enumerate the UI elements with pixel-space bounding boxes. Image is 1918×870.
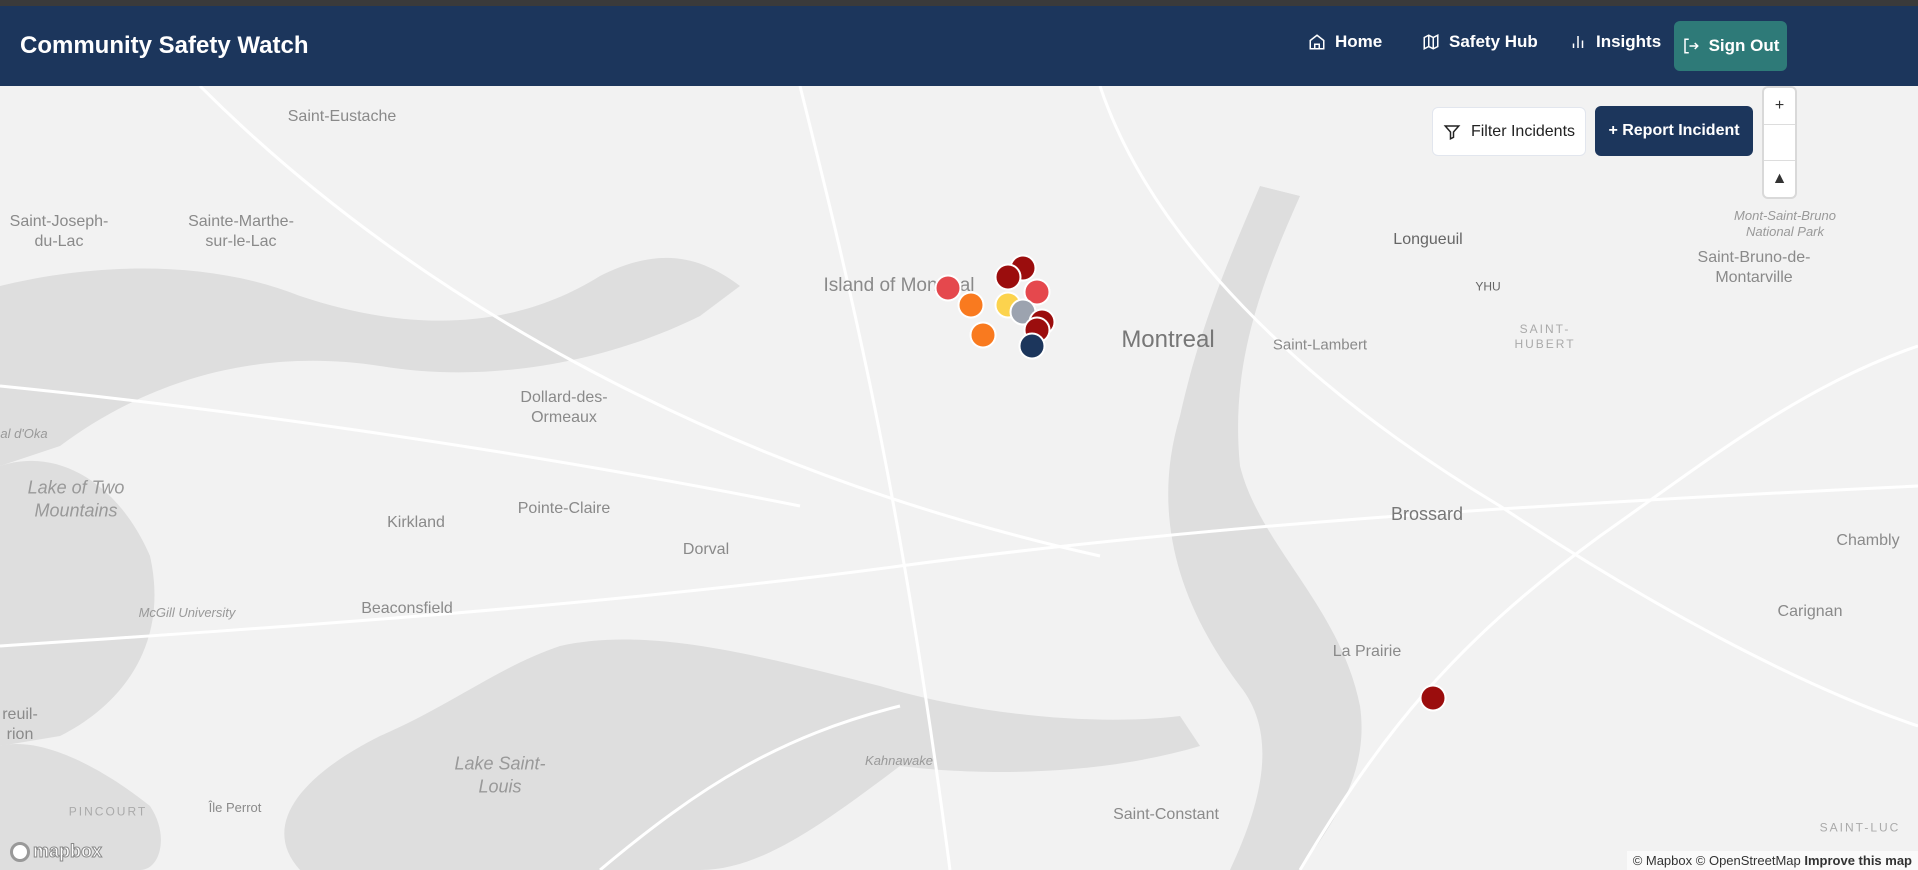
water-label: Lake of Two Mountains	[27, 477, 125, 521]
place-label: Saint-Bruno-de-Montarville	[1697, 249, 1811, 286]
place-label: Kirkland	[387, 514, 445, 531]
compass-button[interactable]: ▲	[1771, 170, 1788, 188]
bar-chart-icon	[1572, 36, 1584, 48]
mapbox-link[interactable]: © Mapbox	[1632, 853, 1693, 868]
place-label: Sainte-Marthe-sur-le-Lac	[188, 213, 294, 250]
top-navbar: Community Safety Watch Home Safety Hub I…	[0, 6, 1918, 86]
place-label: McGill University	[138, 604, 236, 620]
mapbox-icon	[10, 841, 30, 862]
place-label: SAINT-HUBERT	[1514, 322, 1576, 351]
filter-incidents-button[interactable]: Filter Incidents	[1432, 107, 1586, 156]
nav-label: Home	[1335, 32, 1383, 51]
nav-home[interactable]: Home	[1308, 32, 1382, 52]
place-label: Pointe-Claire	[517, 500, 611, 517]
place-label: Dorval	[682, 541, 730, 558]
nav-label: Insights	[1596, 32, 1662, 51]
place-label: YHU	[1475, 279, 1501, 294]
place-label: al d'Oka	[0, 425, 48, 441]
zoom-out-button[interactable]	[1764, 125, 1795, 162]
filter-label: Filter Incidents	[1470, 122, 1576, 140]
map-icon	[1423, 34, 1439, 50]
nav-safety-hub[interactable]: Safety Hub	[1422, 32, 1538, 52]
place-label: SAINT-LUC	[1819, 820, 1901, 835]
place-label: Longueuil	[1393, 231, 1463, 248]
incident-marker[interactable]	[969, 321, 997, 349]
osm-link[interactable]: © OpenStreetMap	[1695, 853, 1801, 868]
place-label: Carignan	[1777, 603, 1843, 620]
place-label: Saint-Lambert	[1272, 336, 1368, 354]
place-label: Île Perrot	[208, 799, 262, 815]
sign-out-button[interactable]: Sign Out	[1674, 21, 1787, 71]
nav-label: Safety Hub	[1449, 32, 1538, 51]
place-label: PINCOURT	[68, 804, 148, 819]
place-label: La Prairie	[1332, 643, 1402, 660]
map-attribution: © Mapbox © OpenStreetMap Improve this ma…	[1626, 851, 1918, 870]
app-title[interactable]: Community Safety Watch	[20, 32, 309, 59]
place-label: Mont-Saint-Bruno National Park	[1734, 207, 1836, 239]
logo-text: mapbox	[32, 841, 103, 862]
water-label: Lake Saint-Louis	[454, 753, 546, 797]
improve-map-link[interactable]: Improve this map	[1804, 853, 1912, 868]
place-label: Beaconsfield	[361, 600, 453, 617]
place-label: Kahnawake	[865, 752, 933, 768]
report-incident-button[interactable]: + Report Incident	[1595, 106, 1753, 156]
incident-marker[interactable]	[934, 274, 962, 302]
incident-marker[interactable]	[957, 291, 985, 319]
map-basemap	[0, 86, 1918, 870]
zoom-in-button[interactable]: +	[1764, 88, 1795, 125]
place-label: Brossard	[1390, 503, 1464, 524]
incident-map[interactable]: Saint-Eustache Saint-Joseph-du-Lac Saint…	[0, 86, 1918, 870]
filter-icon	[1443, 124, 1461, 140]
place-label: Montreal	[1121, 326, 1215, 353]
log-out-icon	[1683, 38, 1699, 54]
browser-strip	[0, 0, 1918, 6]
incident-marker[interactable]	[1419, 684, 1447, 712]
incident-marker[interactable]	[994, 263, 1022, 291]
nav-insights[interactable]: Insights	[1569, 32, 1661, 52]
home-icon	[1309, 34, 1325, 50]
place-label: Chambly	[1836, 532, 1900, 549]
incident-marker[interactable]	[1018, 332, 1046, 360]
map-controls: + ▲	[1764, 88, 1795, 197]
sign-out-label: Sign Out	[1708, 36, 1780, 55]
place-label: Saint-Constant	[1113, 806, 1219, 823]
place-label: reuil-rion	[2, 706, 38, 743]
place-label: Saint-Joseph-du-Lac	[9, 213, 109, 250]
place-label: Saint-Eustache	[287, 108, 397, 125]
mapbox-logo[interactable]: mapbox	[10, 841, 103, 862]
place-label: Dollard-des-Ormeaux	[520, 389, 608, 426]
